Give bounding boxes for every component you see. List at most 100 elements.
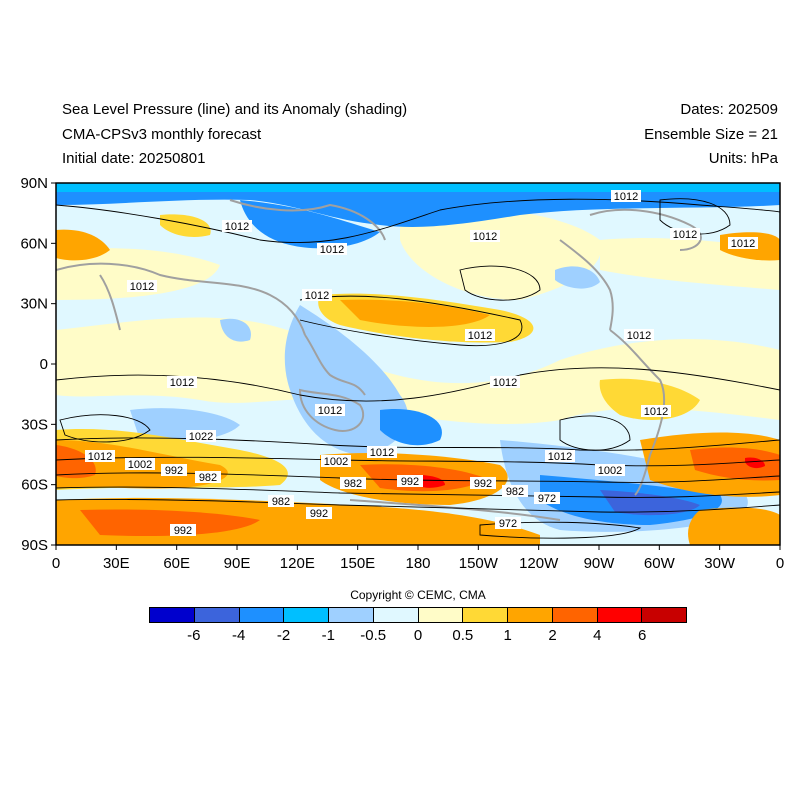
lon-label: 0 xyxy=(52,555,60,572)
ensemble-size-label: Ensemble Size = 21 xyxy=(644,126,778,143)
longitude-labels: 0 30E 60E 90E 120E 150E 180 150W 120W 90W 60W 30W 0 xyxy=(52,555,784,572)
lon-label: 120E xyxy=(280,555,315,572)
colorbar-label: -2 xyxy=(276,627,291,644)
svg-text:982: 982 xyxy=(506,486,524,498)
contour-label: 1012 xyxy=(85,450,115,463)
colorbar-label: -0.5 xyxy=(360,627,387,644)
contour-label: 992 xyxy=(470,477,496,490)
contour-label: 972 xyxy=(495,517,521,530)
svg-text:992: 992 xyxy=(401,476,419,488)
title-line-1: Sea Level Pressure (line) and its Anomal… xyxy=(62,101,408,118)
contour-label: 992 xyxy=(170,524,196,537)
contour-label: 1012 xyxy=(367,446,397,459)
contour-label: 992 xyxy=(397,475,423,488)
colorbar-swatch xyxy=(329,608,374,622)
svg-text:1012: 1012 xyxy=(225,221,249,233)
colorbar-swatch xyxy=(552,608,598,622)
lon-label: 150W xyxy=(459,555,499,572)
svg-text:1002: 1002 xyxy=(598,465,622,477)
lon-label: 120W xyxy=(519,555,559,572)
colorbar-label: 0.5 xyxy=(452,627,474,644)
svg-text:1012: 1012 xyxy=(320,244,344,256)
dates-label: Dates: 202509 xyxy=(680,101,778,118)
colorbar-swatch xyxy=(150,608,195,622)
lat-label: 90N xyxy=(20,175,48,192)
svg-text:1012: 1012 xyxy=(305,290,329,302)
svg-text:982: 982 xyxy=(344,478,362,490)
contour-label: 982 xyxy=(268,495,294,508)
svg-text:972: 972 xyxy=(499,518,517,530)
colorbar-swatch xyxy=(194,608,240,622)
colorbar-label: 4 xyxy=(593,627,602,644)
svg-text:972: 972 xyxy=(538,493,556,505)
units-label: Units: hPa xyxy=(708,150,778,167)
svg-text:1012: 1012 xyxy=(614,191,638,203)
map-plot-area: 1012 1012 1012 1012 1012 1012 1012 1012 … xyxy=(56,183,780,545)
svg-text:1012: 1012 xyxy=(493,377,517,389)
svg-text:1012: 1012 xyxy=(370,447,394,459)
latitude-labels: 90N 60N 30N 0 30S 60S 90S xyxy=(20,175,48,554)
lat-label: 0 xyxy=(40,356,48,373)
colorbar-swatch xyxy=(463,608,508,622)
contour-label: 1022 xyxy=(186,430,216,443)
lon-label: 90W xyxy=(584,555,616,572)
contour-label: 1012 xyxy=(624,329,654,342)
contour-label: 1012 xyxy=(611,190,641,203)
lon-label: 0 xyxy=(776,555,784,572)
svg-text:992: 992 xyxy=(165,465,183,477)
contour-label: 982 xyxy=(340,477,366,490)
lon-label: 60E xyxy=(163,555,190,572)
contour-label: 1012 xyxy=(167,376,197,389)
contour-label: 992 xyxy=(161,464,187,477)
lon-label: 30E xyxy=(103,555,130,572)
contour-label: 1002 xyxy=(595,464,625,477)
anomaly-shading xyxy=(56,183,780,545)
contour-label: 992 xyxy=(306,507,332,520)
colorbar-swatch xyxy=(239,608,285,622)
svg-text:992: 992 xyxy=(310,508,328,520)
lon-label: 150E xyxy=(340,555,375,572)
contour-label: 1012 xyxy=(302,289,332,302)
lon-label: 60W xyxy=(644,555,676,572)
svg-text:1012: 1012 xyxy=(170,377,194,389)
contour-label: 1012 xyxy=(222,220,252,233)
lat-label: 90S xyxy=(21,537,48,554)
contour-label: 1012 xyxy=(545,450,575,463)
title-line-3: Initial date: 20250801 xyxy=(62,150,206,167)
svg-text:1012: 1012 xyxy=(627,330,651,342)
svg-text:1012: 1012 xyxy=(468,330,492,342)
svg-text:1012: 1012 xyxy=(644,406,668,418)
colorbar-label: 0 xyxy=(413,627,423,644)
colorbar-label: -1 xyxy=(321,627,335,644)
contour-label: 1012 xyxy=(490,376,520,389)
contour-label: 972 xyxy=(534,492,560,505)
copyright-text: Copyright © CEMC, CMA xyxy=(350,588,486,602)
contour-label: 1012 xyxy=(315,404,345,417)
colorbar-label: -6 xyxy=(187,627,201,644)
contour-label: 1012 xyxy=(317,243,347,256)
svg-text:1012: 1012 xyxy=(473,231,497,243)
svg-text:982: 982 xyxy=(199,472,217,484)
contour-label: 1012 xyxy=(465,329,495,342)
colorbar-swatch xyxy=(418,608,464,622)
colorbar-label: 2 xyxy=(548,627,557,644)
svg-text:1002: 1002 xyxy=(128,459,152,471)
lon-label: 90E xyxy=(224,555,251,572)
contour-label: 1012 xyxy=(728,237,758,250)
svg-text:1022: 1022 xyxy=(189,431,213,443)
colorbar-swatch xyxy=(373,608,419,622)
colorbar-label: 1 xyxy=(503,627,512,644)
svg-text:992: 992 xyxy=(174,525,192,537)
contour-label: 1012 xyxy=(641,405,671,418)
lon-label: 180 xyxy=(405,555,430,572)
svg-text:1012: 1012 xyxy=(88,451,112,463)
contour-label: 1002 xyxy=(321,455,351,468)
lat-label: 60S xyxy=(21,477,48,494)
colorbar-swatch xyxy=(642,608,686,622)
svg-text:1012: 1012 xyxy=(130,281,154,293)
contour-label: 982 xyxy=(502,485,528,498)
contour-label: 1012 xyxy=(127,280,157,293)
contour-label: 1012 xyxy=(470,230,500,243)
axis-ticks xyxy=(51,182,781,550)
